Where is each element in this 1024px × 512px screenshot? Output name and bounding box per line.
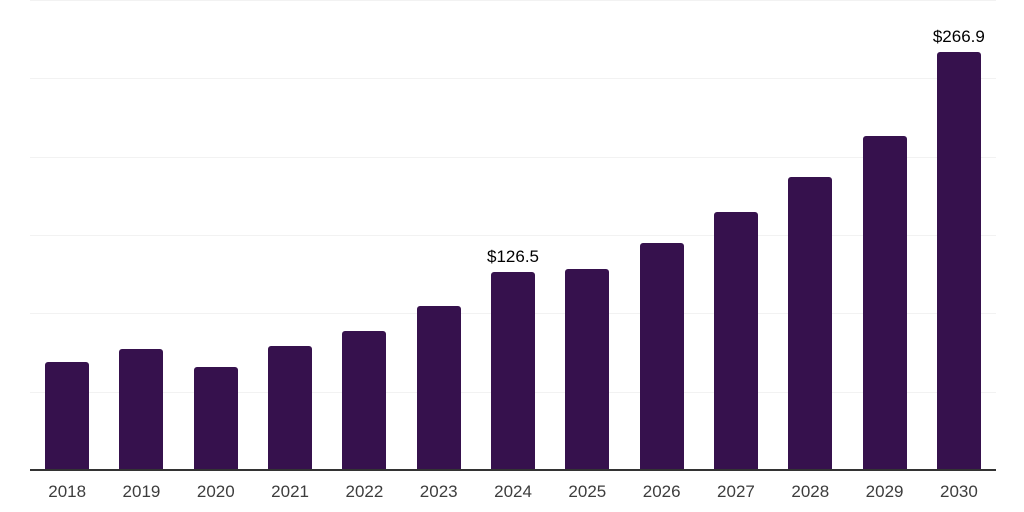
x-axis-line <box>30 469 996 471</box>
x-tick-label-2021: 2021 <box>271 482 309 501</box>
x-tick-label-2029: 2029 <box>865 482 904 501</box>
bar-2030 <box>936 51 981 470</box>
bar-2026 <box>639 242 684 470</box>
value-label-2024: $126.5 <box>487 246 539 266</box>
x-tick-label-2022: 2022 <box>345 482 384 501</box>
x-tick-label-2027: 2027 <box>717 482 755 501</box>
bar-2018 <box>45 361 90 470</box>
bar-2025 <box>565 268 610 470</box>
bar-2023 <box>416 306 461 470</box>
bar-2021 <box>268 346 313 470</box>
x-tick-label-2030: 2030 <box>939 482 978 501</box>
value-label-2030: $266.9 <box>932 26 985 46</box>
gridline <box>30 156 996 158</box>
bar-2022 <box>342 331 387 470</box>
x-tick-label-2019: 2019 <box>122 482 161 501</box>
x-tick-label-2028: 2028 <box>791 482 830 501</box>
bar-2029 <box>862 135 907 470</box>
plot-area: $126.5 $266.9 <box>30 0 996 470</box>
bar-2020 <box>193 366 238 470</box>
x-axis-labels: 2018 2019 2020 2021 2022 2023 2024 2025 2026 2027… <box>30 471 996 512</box>
gridline <box>30 78 996 80</box>
bar-2024 <box>491 271 535 470</box>
x-tick-label-2023: 2023 <box>419 482 458 501</box>
gridline <box>30 0 996 1</box>
bar-2028 <box>788 177 833 470</box>
x-tick-label-2020: 2020 <box>196 482 235 501</box>
x-tick-label-2026: 2026 <box>642 482 681 501</box>
bar-2027 <box>713 211 758 470</box>
x-tick-label-2025: 2025 <box>568 482 607 501</box>
bar-2019 <box>119 349 164 470</box>
x-tick-label-2024: 2024 <box>494 482 532 501</box>
gridline <box>30 235 996 236</box>
x-tick-label-2018: 2018 <box>48 482 87 501</box>
